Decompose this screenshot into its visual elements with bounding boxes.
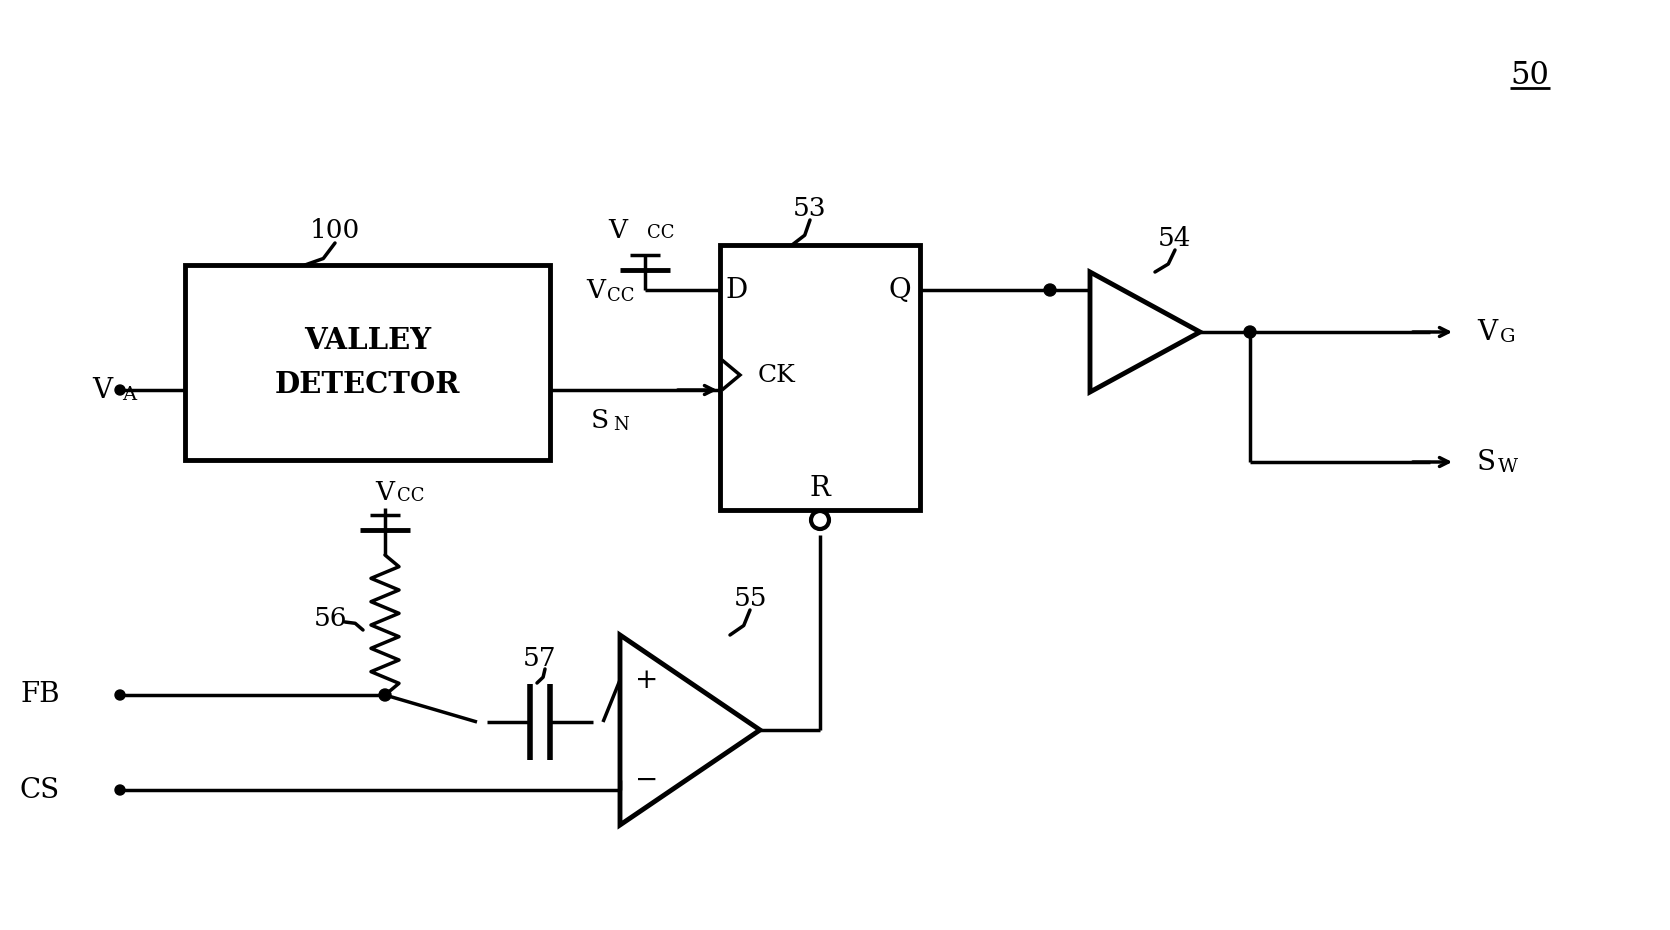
Text: FB: FB	[20, 682, 60, 709]
Text: A: A	[122, 386, 137, 404]
Text: 54: 54	[1159, 225, 1192, 250]
Bar	[720, 245, 920, 510]
Text: CK: CK	[758, 364, 797, 387]
Text: VALLEY: VALLEY	[304, 326, 431, 355]
Text: R: R	[810, 474, 830, 501]
Text: V: V	[608, 218, 626, 243]
Text: CC: CC	[397, 487, 424, 505]
Text: CS: CS	[20, 777, 60, 804]
Circle shape	[115, 385, 125, 395]
Text: 55: 55	[733, 586, 767, 610]
Text: 56: 56	[314, 605, 347, 631]
Bar	[185, 265, 549, 460]
Circle shape	[115, 690, 125, 700]
Text: D: D	[726, 276, 748, 303]
Text: V: V	[586, 277, 605, 302]
Text: G: G	[1500, 328, 1515, 346]
Text: V: V	[1476, 318, 1496, 346]
Text: CC: CC	[646, 224, 675, 242]
Text: W: W	[1498, 458, 1518, 476]
Text: V: V	[376, 480, 394, 504]
Circle shape	[115, 785, 125, 795]
Text: S: S	[1476, 448, 1496, 475]
Text: V: V	[92, 377, 112, 404]
Text: CC: CC	[606, 287, 635, 305]
Circle shape	[1044, 284, 1055, 296]
Text: 57: 57	[523, 645, 556, 671]
Circle shape	[1244, 326, 1256, 338]
Text: 50: 50	[1511, 60, 1550, 90]
Circle shape	[379, 689, 391, 701]
Text: 100: 100	[311, 218, 361, 243]
Text: S: S	[591, 407, 610, 432]
Text: N: N	[613, 416, 628, 434]
Text: −: −	[635, 766, 658, 793]
Text: 53: 53	[793, 195, 827, 220]
Text: DETECTOR: DETECTOR	[276, 370, 461, 399]
Text: +: +	[635, 667, 658, 694]
Text: Q: Q	[888, 276, 912, 303]
